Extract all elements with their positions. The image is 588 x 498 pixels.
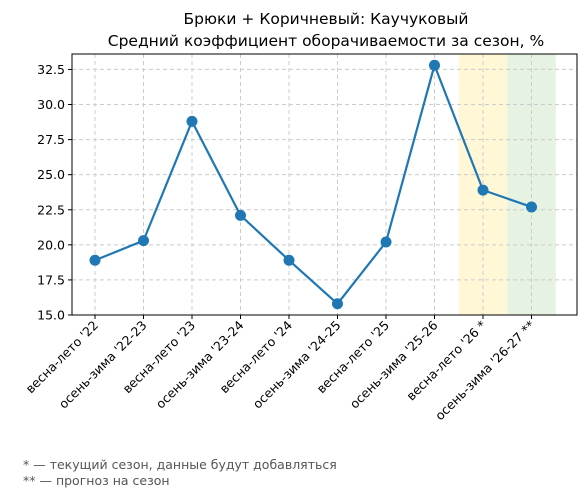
x-tick-label-5: осень-зима '24-25 <box>250 318 344 412</box>
data-point-0 <box>89 254 101 266</box>
footnote-forecast: ** — прогноз на сезон <box>23 473 170 488</box>
highlight-bands <box>458 54 556 315</box>
data-point-6 <box>380 236 392 248</box>
series-line-0 <box>94 64 532 305</box>
x-tick-label-3: осень-зима '23-24 <box>153 317 247 411</box>
y-tick-label-0: 15.0 <box>37 308 65 323</box>
chart-subtitle: Средний коэффициент оборачиваемости за с… <box>108 32 544 50</box>
x-tick-label-1: осень-зима '22-23 <box>56 318 150 412</box>
x-tick-label-9: осень-зима '26-27 ** <box>432 318 538 424</box>
grid-lines <box>72 54 577 316</box>
data-point-1 <box>138 235 149 247</box>
y-tick-label-1: 17.5 <box>37 272 65 287</box>
plot-frame <box>71 53 578 316</box>
data-point-3 <box>235 209 246 221</box>
data-point-8 <box>477 184 489 196</box>
data-point-2 <box>186 115 198 127</box>
y-tick-label-3: 22.5 <box>37 202 65 217</box>
chart-title: Брюки + Коричневый: Каучуковый <box>184 10 469 28</box>
x-tick-label-7: осень-зима '25-26 <box>347 317 441 411</box>
y-tick-label-5: 27.5 <box>37 132 65 147</box>
y-axis: 15.0 17.5 20.0 22.5 25.0 27.5 30.0 32.5 <box>37 62 72 323</box>
series-layer <box>89 59 537 310</box>
y-tick-label-7: 32.5 <box>37 62 65 77</box>
highlight-band-1 <box>507 54 556 315</box>
y-tick-label-4: 25.0 <box>37 167 65 182</box>
data-point-9 <box>526 201 537 213</box>
footnote-current-season: * — текущий сезон, данные будут добавлят… <box>23 457 337 472</box>
y-tick-label-2: 20.0 <box>37 237 65 252</box>
data-point-7 <box>429 59 440 71</box>
data-point-4 <box>283 254 295 266</box>
data-point-5 <box>332 298 343 310</box>
y-tick-label-6: 30.0 <box>37 97 65 112</box>
highlight-band-0 <box>458 54 508 315</box>
